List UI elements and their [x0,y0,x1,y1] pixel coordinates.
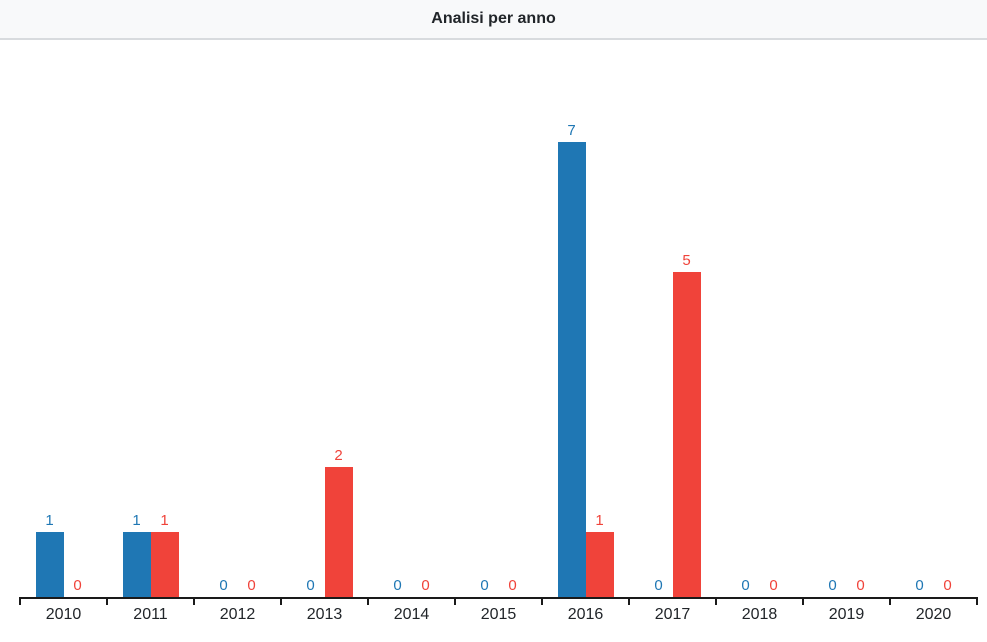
blue-series-bar-2011 [122,532,151,597]
blue-series-value-2014: 0 [393,577,402,594]
blue-series-value-2010: 1 [45,512,54,529]
blue-series-value-2020: 0 [915,577,924,594]
red-series-value-2015: 0 [508,577,517,594]
x-axis-tick [454,597,456,605]
red-series-bar-2016 [585,532,614,597]
x-axis-tick [628,597,630,605]
red-series-value-2012: 0 [247,577,256,594]
x-tick-label: 2017 [654,606,691,623]
red-series-value-2017: 5 [682,252,691,269]
x-axis-tick [976,597,978,605]
red-series-bar-2013 [324,467,353,597]
x-axis-tick [19,597,21,605]
x-tick-label: 2016 [567,606,604,623]
x-axis-tick [802,597,804,605]
x-tick-label: 2020 [915,606,952,623]
x-tick-label: 2015 [480,606,517,623]
x-axis-tick [541,597,543,605]
x-axis-tick [106,597,108,605]
red-series-value-2018: 0 [769,577,778,594]
x-tick-label: 2010 [45,606,82,623]
x-tick-label: 2011 [133,606,168,623]
blue-series-value-2018: 0 [741,577,750,594]
x-tick-label: 2012 [219,606,256,623]
x-tick-label: 2019 [828,606,865,623]
x-axis-tick [367,597,369,605]
blue-series-value-2015: 0 [480,577,489,594]
red-series-bar-2011 [150,532,179,597]
x-axis-tick [889,597,891,605]
red-series-value-2013: 2 [334,447,343,464]
red-series-value-2011: 1 [160,512,169,529]
x-axis-tick [280,597,282,605]
blue-series-value-2011: 1 [132,512,141,529]
blue-series-value-2012: 0 [219,577,228,594]
x-tick-label: 2013 [306,606,343,623]
chart-header: Analisi per anno [0,0,987,40]
blue-series-bar-2010 [35,532,64,597]
blue-series-value-2013: 0 [306,577,315,594]
x-tick-label: 2014 [393,606,430,623]
blue-series-bar-2016 [557,142,586,597]
x-axis-line [20,597,977,599]
red-series-value-2020: 0 [943,577,952,594]
red-series-bar-2017 [672,272,701,597]
x-tick-label: 2018 [741,606,778,623]
blue-series-value-2016: 7 [567,122,576,139]
blue-series-value-2019: 0 [828,577,837,594]
red-series-value-2014: 0 [421,577,430,594]
x-axis-tick [193,597,195,605]
x-axis-tick [715,597,717,605]
red-series-value-2010: 0 [73,577,82,594]
chart-title: Analisi per anno [431,10,556,27]
red-series-value-2016: 1 [595,512,604,529]
blue-series-value-2017: 0 [654,577,663,594]
red-series-value-2019: 0 [856,577,865,594]
